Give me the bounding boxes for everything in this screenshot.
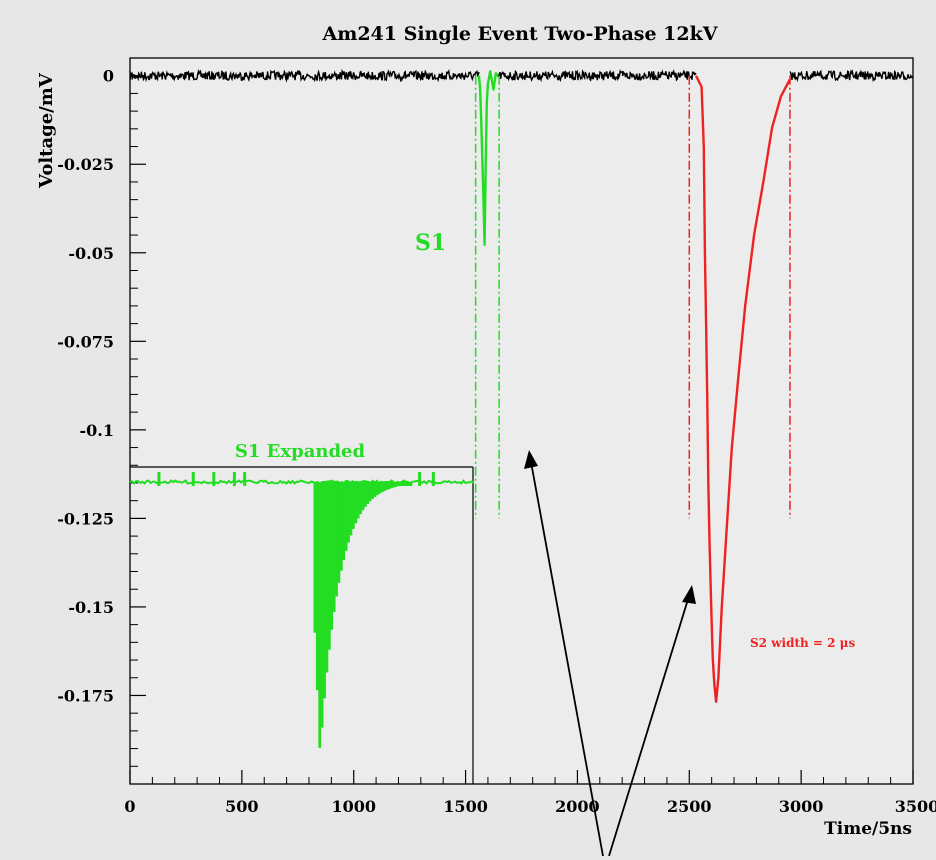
- inset-pulse-bar: [399, 482, 403, 486]
- x-tick-label: 3500: [895, 797, 936, 816]
- inset-pulse-bar: [392, 482, 396, 488]
- inset-pulse-bar: [380, 482, 384, 493]
- y-tick-label: -0.1: [80, 421, 114, 440]
- inset-spike: [431, 472, 435, 486]
- y-tick-label: 0: [103, 67, 114, 86]
- baseline-noise: [129, 68, 914, 83]
- inset-spike: [243, 472, 247, 486]
- inset-s1-expanded: S1 Expanded: [129, 441, 474, 784]
- x-tick-label: 3000: [779, 797, 824, 816]
- y-tick-label: -0.175: [57, 686, 114, 705]
- inset-pulse-bar: [368, 482, 372, 502]
- x-tick-label: 2000: [555, 797, 600, 816]
- inset-pulse-bar: [330, 482, 334, 630]
- annotation-arrows: [524, 450, 696, 857]
- y-axis-label: Voltage/mV: [36, 72, 57, 189]
- inset-pulse-bar: [387, 482, 391, 489]
- inset-pulse-bar: [356, 482, 360, 519]
- s2-width-label: S2 width = 2 μs: [750, 636, 855, 650]
- inset-pulse-bar: [404, 482, 408, 486]
- inset-pulse-bar: [347, 482, 350, 543]
- inset-pulse-bar: [323, 482, 326, 699]
- baseline-segment: [497, 68, 697, 83]
- inset-title: S1 Expanded: [235, 441, 366, 462]
- inset-pulse-bar: [397, 482, 401, 487]
- x-tick-label: 1000: [331, 797, 376, 816]
- plot-area: [129, 57, 914, 785]
- inset-pulse-bar: [359, 482, 362, 515]
- series-layer: [474, 70, 792, 703]
- baseline-segment: [789, 69, 914, 83]
- s1-label: S1: [415, 230, 446, 256]
- inset-pulse-bar: [342, 482, 346, 561]
- chart-title: Am241 Single Event Two-Phase 12kV: [321, 23, 718, 45]
- inset-pulse-bar: [332, 482, 336, 613]
- inset-pulse-bar: [325, 482, 329, 673]
- x-tick-label: 500: [225, 797, 258, 816]
- inset-pulse-bar: [402, 482, 406, 486]
- inset-pulse-bar: [371, 482, 374, 499]
- inset-pulse-bar: [351, 482, 355, 529]
- inset-pulse-bar: [335, 482, 338, 597]
- y-tick-label: -0.15: [68, 598, 114, 617]
- inset-pulse-bar: [327, 482, 331, 650]
- y-tick-label: -0.075: [57, 332, 114, 351]
- inset-pulse-bar: [320, 482, 324, 728]
- inset-pulse-bar: [363, 482, 367, 507]
- inset-pulse-bar: [354, 482, 358, 524]
- inset-pulse-bar: [366, 482, 370, 504]
- inset-spike: [191, 472, 195, 486]
- inset-pulse-bar: [407, 482, 410, 486]
- inset-spike: [232, 472, 236, 486]
- arrow-head-s2: [682, 585, 696, 604]
- inset-pulse-bar: [318, 482, 322, 748]
- x-axis-label: Time/5ns: [824, 819, 912, 839]
- y-tick-label: -0.05: [68, 244, 114, 263]
- arrow-to-s1-window: [530, 461, 604, 857]
- series-s1: [477, 70, 499, 246]
- y-tick-label: -0.125: [57, 509, 114, 528]
- inset-pulse-bar: [337, 482, 341, 583]
- x-tick-label: 2500: [667, 797, 712, 816]
- inset-pulse-bar: [344, 482, 348, 551]
- inset-spike: [212, 472, 216, 486]
- axes: 0 500 1000 1500 2000 2500 3000 3500 0 -0.025 -0.05…: [57, 67, 936, 816]
- inset-pulse-bar: [409, 482, 413, 486]
- inset-pulse-bar: [313, 482, 317, 633]
- inset-pulse-bar: [373, 482, 377, 497]
- inset-pulse-bar: [385, 482, 389, 490]
- inset-pulse-bar: [383, 482, 386, 491]
- x-tick-label: 1500: [443, 797, 488, 816]
- inset-pulse-bar: [339, 482, 343, 571]
- inset-spike: [418, 472, 422, 486]
- inset-pulse-bar: [395, 482, 398, 487]
- inset-pulse-bar: [361, 482, 365, 511]
- baseline-segment: [129, 68, 480, 83]
- inset-spike: [157, 472, 161, 486]
- inset-pulse-bar: [349, 482, 353, 536]
- inset-baseline: [129, 479, 474, 485]
- y-tick-label: -0.025: [57, 155, 114, 174]
- inset-pulse-bar: [315, 482, 319, 691]
- inset-pulse-bar: [390, 482, 394, 489]
- arrow-head-s1: [524, 450, 538, 469]
- x-tick-label: 0: [124, 797, 135, 816]
- inset-pulse-bar: [378, 482, 382, 494]
- arrow-to-s2-pulse: [608, 595, 690, 857]
- series-s2: [694, 75, 792, 703]
- inset-pulse-bar: [375, 482, 379, 496]
